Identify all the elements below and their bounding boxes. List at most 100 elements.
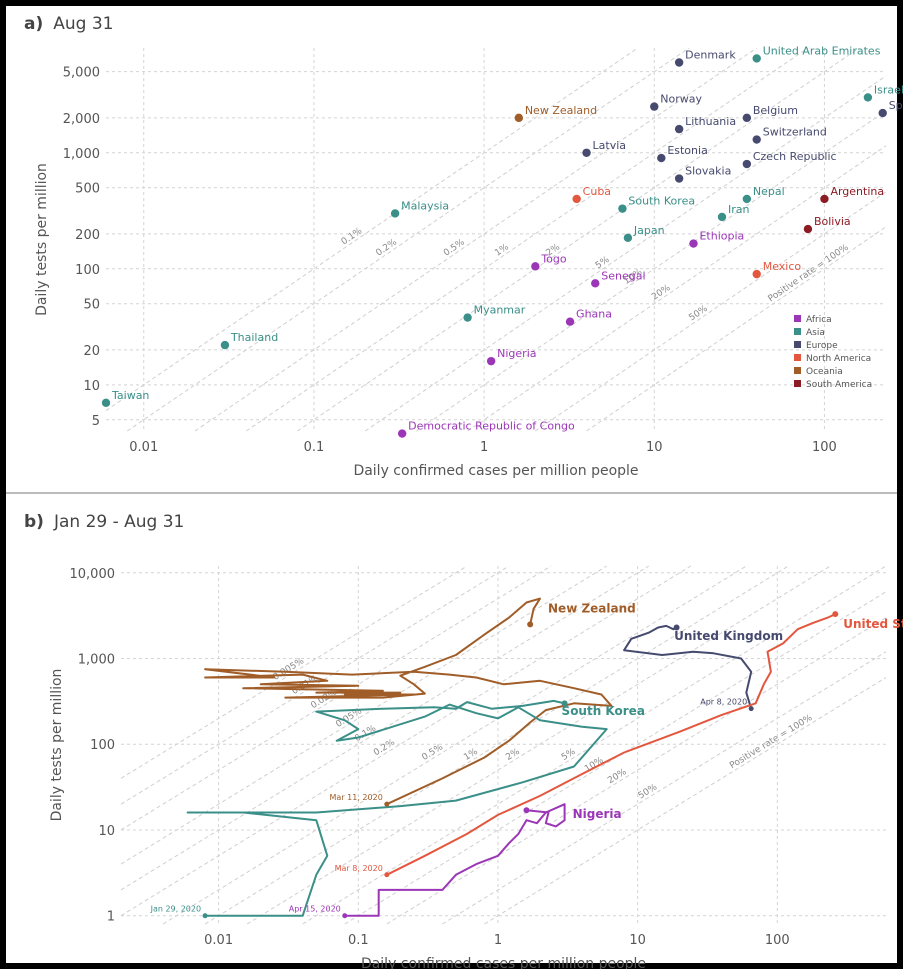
a-rate-line xyxy=(105,47,639,411)
b-y-tick-label: 1,000 xyxy=(78,653,115,668)
a-point-estonia xyxy=(657,153,666,163)
a-point-japan xyxy=(623,233,633,243)
a-point-iran xyxy=(717,212,727,222)
b-series-endpoint xyxy=(673,624,680,631)
b-rate-line xyxy=(484,677,887,925)
b-y-tick-label: 1 xyxy=(107,910,115,925)
b-x-tick-label: 1 xyxy=(494,933,502,948)
a-point-label: Ghana xyxy=(576,308,612,321)
a-point-label: Argentina xyxy=(830,185,884,198)
a-rate-line xyxy=(586,226,887,432)
a-point-label: Lithuania xyxy=(685,115,736,128)
a-point-denmark xyxy=(674,58,684,67)
b-rate-line-label: 0.02% xyxy=(309,687,339,711)
a-point-democratic-republic-of-congo xyxy=(397,429,407,438)
a-point-label: Thailand xyxy=(230,331,278,344)
b-x-tick-label: 0.1 xyxy=(348,933,369,948)
a-point-cuba xyxy=(572,194,581,204)
a-point-label: Nepal xyxy=(753,185,785,198)
a-rate-line xyxy=(194,47,758,432)
a-point-slovakia xyxy=(674,174,684,183)
a-point-label: Bolivia xyxy=(814,215,851,228)
a-rate-line-label: 20% xyxy=(650,283,673,303)
b-annotation-marker xyxy=(384,801,390,807)
a-point-argentina xyxy=(820,194,829,204)
a-point-label: South Korea xyxy=(628,195,695,208)
a-point-taiwan xyxy=(101,398,111,408)
b-rate-line-label: 0.2% xyxy=(372,738,397,759)
b-rate-line xyxy=(204,565,789,925)
b-annotation-marker xyxy=(342,913,348,919)
a-legend-label: Africa xyxy=(806,315,832,325)
b-series-line-new-zealand xyxy=(204,597,613,806)
chart-b: 0.005%0.01%0.02%0.05%0.1%0.2% 0.5% 1% 2% 5%1… xyxy=(49,565,903,969)
a-legend-label: South America xyxy=(806,380,872,390)
figure-frame: a) Aug 31 0.1% 0.2% 0.5% 1% 2% 5% 10% 20% 50% Posi… xyxy=(6,6,903,969)
a-point-nigeria xyxy=(486,356,496,366)
a-point-label: Denmark xyxy=(685,48,736,61)
b-series-endpoint xyxy=(561,700,568,707)
a-y-tick-label: 200 xyxy=(75,228,100,243)
b-annotation-marker xyxy=(202,913,208,919)
b-x-tick-label: 0.01 xyxy=(204,933,233,948)
b-annotation-label: Apr 8, 2020 xyxy=(700,698,747,707)
a-point-label: Mexico xyxy=(763,260,802,273)
b-rate-line xyxy=(162,565,747,925)
a-rate-line xyxy=(535,191,887,432)
a-point-south-korea xyxy=(618,204,627,213)
b-annotation-marker xyxy=(384,872,390,878)
a-rate-line-label: Positive rate = 100% xyxy=(767,242,851,304)
b-rate-line xyxy=(120,565,692,917)
b-rate-line xyxy=(120,565,649,891)
a-point-senegal xyxy=(591,279,600,288)
a-point-malaysia xyxy=(390,209,400,218)
a-point-ethiopia xyxy=(689,239,698,248)
b-series-label: New Zealand xyxy=(548,602,636,616)
a-rate-line xyxy=(297,47,860,432)
a-point-label: Norway xyxy=(660,93,702,106)
a-rate-line xyxy=(245,47,809,432)
a-legend-swatch xyxy=(794,328,801,335)
a-point-label: Myanmar xyxy=(474,304,526,317)
a-legend-swatch xyxy=(794,341,801,348)
a-point-label: Switzerland xyxy=(763,126,827,139)
a-point-label: United Arab Emirates xyxy=(763,44,881,57)
a-point-label: Belgium xyxy=(753,104,798,117)
a-x-axis-label: Daily confirmed cases per million people xyxy=(353,463,638,479)
b-rate-line-label: 50% xyxy=(637,782,660,801)
b-x-tick-label: 100 xyxy=(765,933,790,948)
a-point-label: Latvia xyxy=(593,139,627,152)
b-series-line-south-korea xyxy=(186,699,608,917)
panel-a-title: a) Aug 31 xyxy=(24,14,114,34)
b-rate-line-label: 0.5% xyxy=(420,742,445,763)
b-series-label: United States xyxy=(843,617,903,631)
a-legend-swatch xyxy=(794,367,801,374)
b-annotations: Jan 29, 2020 Apr 15, 2020 Mar 8, 2020 Mar 1… xyxy=(150,698,754,919)
a-legend-label: Oceania xyxy=(806,367,843,377)
b-rate-line-label: 0.005% xyxy=(271,656,306,683)
b-y-tick-label: 100 xyxy=(90,738,115,753)
a-rate-line-label: 0.2% xyxy=(374,237,399,258)
a-point-label: Malaysia xyxy=(401,199,449,212)
a-point-united-arab-emirates xyxy=(752,54,761,63)
a-legend: Africa Asia Europe North America Oceania Sout… xyxy=(794,315,872,390)
a-rate-line-label: 50% xyxy=(687,304,710,324)
b-series-line-united-states xyxy=(386,613,836,876)
a-y-tick-label: 500 xyxy=(75,182,100,197)
chart-a: 0.1%0.2% 0.5% 1% 2%5%10%20%50%Positive rate… xyxy=(34,44,903,479)
a-point-label: Taiwan xyxy=(111,389,149,402)
b-rate-line xyxy=(120,565,468,779)
a-legend-swatch xyxy=(794,315,801,322)
a-x-tick-label: 1 xyxy=(480,440,488,455)
a-point-label: Democratic Republic of Congo xyxy=(408,420,575,433)
a-x-tick-label: 0.1 xyxy=(304,440,325,455)
a-legend-label: Asia xyxy=(806,328,825,338)
a-point-label: Spain xyxy=(889,99,903,112)
b-rate-line xyxy=(120,565,607,865)
a-point-spain xyxy=(878,108,887,118)
a-rate-line-label: 0.1% xyxy=(340,226,365,247)
a-point-label: Japan xyxy=(633,224,665,237)
a-point-czech-republic xyxy=(742,159,752,169)
a-point-label: New Zealand xyxy=(525,104,597,117)
a-y-tick-label: 100 xyxy=(75,263,100,278)
